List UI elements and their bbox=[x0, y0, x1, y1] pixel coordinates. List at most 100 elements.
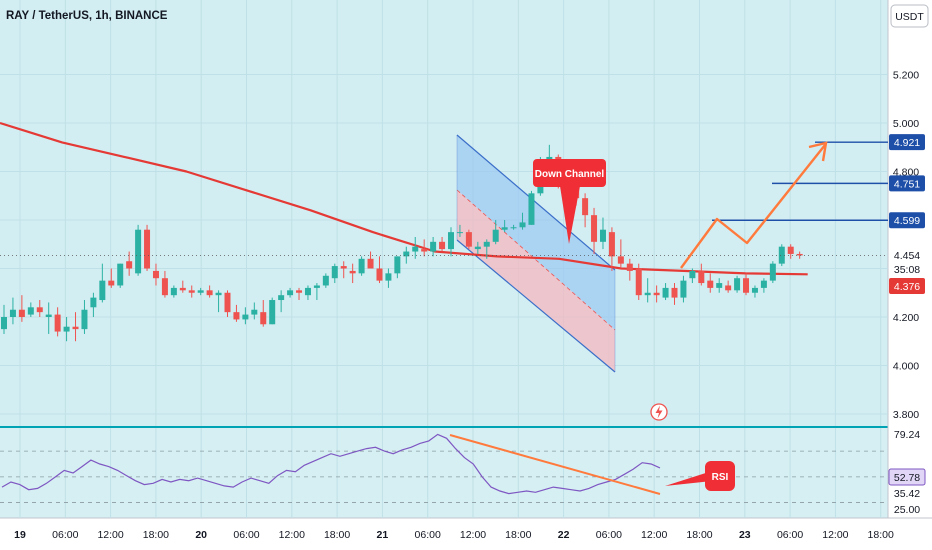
arrow-head bbox=[808, 141, 828, 162]
time-tick-label: 18:00 bbox=[868, 529, 894, 541]
candle bbox=[501, 220, 508, 233]
candle bbox=[608, 227, 615, 271]
candle bbox=[653, 285, 660, 303]
candle bbox=[99, 263, 106, 303]
candle bbox=[18, 295, 25, 322]
rsi-callout: RSI bbox=[665, 461, 735, 491]
time-tick-label: 06:00 bbox=[596, 529, 622, 541]
svg-text:4.921: 4.921 bbox=[894, 137, 920, 149]
candle bbox=[331, 263, 338, 284]
candle bbox=[725, 280, 732, 293]
candle bbox=[528, 190, 535, 225]
rsi-divergence-line bbox=[449, 434, 661, 495]
candle bbox=[224, 290, 231, 317]
candle bbox=[36, 300, 43, 317]
candle bbox=[215, 290, 222, 313]
candle bbox=[385, 268, 392, 288]
candle bbox=[54, 307, 61, 337]
rsi-tick-label: 25.00 bbox=[894, 504, 920, 516]
candle bbox=[778, 244, 785, 267]
candle bbox=[340, 261, 347, 279]
candle bbox=[108, 268, 115, 288]
candle bbox=[358, 256, 365, 276]
rsi-line bbox=[1, 433, 661, 495]
candle bbox=[671, 283, 678, 305]
candle bbox=[197, 287, 204, 296]
candle bbox=[430, 236, 437, 257]
candle bbox=[296, 287, 303, 301]
candle bbox=[716, 278, 723, 293]
candle bbox=[698, 263, 705, 286]
price-tick-label: 5.000 bbox=[893, 118, 919, 130]
candle bbox=[269, 297, 276, 325]
candle bbox=[242, 307, 249, 325]
time-axis[interactable] bbox=[0, 518, 932, 550]
lightning-icon[interactable] bbox=[650, 403, 668, 421]
svg-text:4.376: 4.376 bbox=[894, 281, 920, 293]
candle bbox=[796, 251, 803, 259]
candle bbox=[135, 224, 142, 276]
candle bbox=[260, 300, 267, 327]
candle bbox=[734, 275, 741, 293]
candle bbox=[9, 297, 16, 325]
candle bbox=[278, 290, 285, 313]
candle bbox=[126, 251, 133, 276]
candle bbox=[188, 285, 195, 298]
candle bbox=[233, 304, 240, 322]
svg-text:4.599: 4.599 bbox=[894, 215, 920, 227]
time-tick-label: 06:00 bbox=[233, 529, 259, 541]
candle bbox=[591, 207, 598, 254]
candle bbox=[367, 251, 374, 269]
time-tick-label: 22 bbox=[558, 529, 570, 541]
time-ticks: 19 06:00 12:00 18:00 20 06:00 12:00 18:00 21 06:0… bbox=[14, 529, 894, 541]
price-tag: 4.454 bbox=[889, 247, 925, 263]
candle bbox=[617, 239, 624, 269]
candle bbox=[206, 285, 213, 298]
time-tick-label: 12:00 bbox=[641, 529, 667, 541]
candle bbox=[376, 256, 383, 284]
main-pane bbox=[0, 0, 888, 426]
time-tick-label: 12:00 bbox=[822, 529, 848, 541]
time-tick-label: 21 bbox=[377, 529, 389, 541]
currency-button[interactable] bbox=[890, 4, 929, 28]
time-tick-label: 18:00 bbox=[324, 529, 350, 541]
time-tick-label: 06:00 bbox=[777, 529, 803, 541]
time-tick-label: 12:00 bbox=[279, 529, 305, 541]
candle bbox=[403, 246, 410, 264]
candle bbox=[743, 273, 750, 296]
candle bbox=[412, 236, 419, 259]
svg-text:35:08: 35:08 bbox=[894, 264, 920, 276]
pane-divider[interactable] bbox=[0, 426, 888, 428]
candle bbox=[465, 229, 472, 250]
time-tick-label: 18:00 bbox=[505, 529, 531, 541]
candle bbox=[161, 270, 168, 298]
price-tag: 52.78 bbox=[888, 468, 926, 486]
price-tick-label: 4.200 bbox=[893, 312, 919, 324]
candle bbox=[474, 241, 481, 254]
price-tag: 4.599 bbox=[889, 212, 925, 229]
down-channel-callout: Down Channel bbox=[533, 159, 606, 244]
candle bbox=[304, 285, 311, 301]
candle bbox=[456, 224, 463, 237]
candle bbox=[72, 312, 79, 342]
candle bbox=[662, 283, 669, 301]
price-tag: 4.376 bbox=[889, 278, 925, 294]
rsi-tick-label: 35.42 bbox=[894, 488, 920, 500]
candle bbox=[439, 236, 446, 252]
candle bbox=[81, 300, 88, 334]
price-tick-label: 3.800 bbox=[893, 409, 919, 421]
candle bbox=[287, 287, 294, 298]
candle bbox=[27, 302, 34, 317]
price-tag: 4.751 bbox=[889, 175, 925, 192]
down-channel-label: Down Channel bbox=[535, 169, 605, 180]
rsi-lines bbox=[0, 433, 888, 503]
price-tag: 35:08 bbox=[889, 261, 925, 277]
candle bbox=[170, 285, 177, 298]
svg-text:4.454: 4.454 bbox=[894, 250, 920, 262]
candle bbox=[760, 278, 767, 293]
rsi-ticks: 79.24 35.42 25.00 bbox=[894, 429, 920, 516]
candle bbox=[582, 193, 589, 228]
candle bbox=[45, 302, 52, 334]
price-tags: 4.921 4.751 4.599 4.454 35:08 4.376 52.78 bbox=[888, 134, 926, 486]
